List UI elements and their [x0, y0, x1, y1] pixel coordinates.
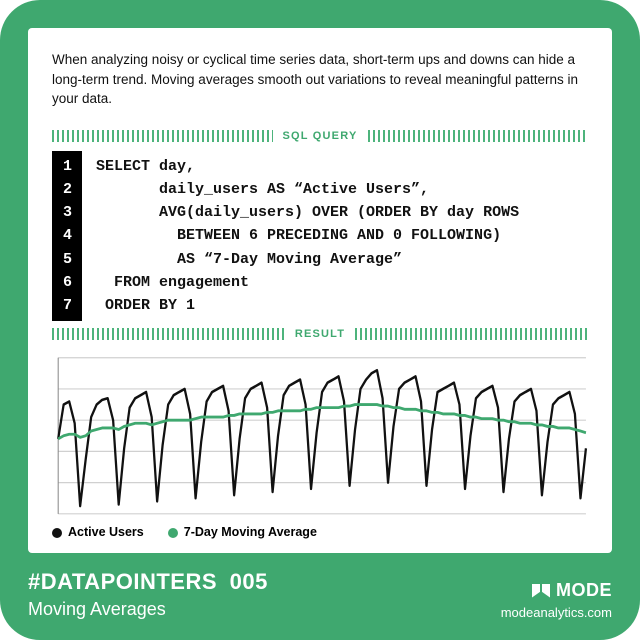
divider-sql-query: SQL QUERY [52, 129, 588, 143]
code-line: SELECT day, [96, 155, 519, 178]
chart-area: Active Users 7-Day Moving Average [52, 353, 588, 539]
code-line: daily_users AS “Active Users”, [96, 178, 519, 201]
divider-label: RESULT [295, 328, 345, 340]
chart-series [58, 371, 586, 507]
result-chart [52, 353, 588, 519]
divider-bars-left [52, 328, 285, 340]
intro-text: When analyzing noisy or cyclical time se… [52, 50, 588, 109]
legend-swatch [52, 528, 62, 538]
chart-legend: Active Users 7-Day Moving Average [52, 525, 588, 539]
brand-name: MODE [556, 580, 612, 601]
code-line: BETWEEN 6 PRECEDING AND 0 FOLLOWING) [96, 224, 519, 247]
chart-series [58, 405, 586, 439]
code-lines: SELECT day, daily_users AS “Active Users… [82, 151, 519, 322]
divider-bars-left [52, 130, 273, 142]
divider-label: SQL QUERY [283, 130, 358, 142]
divider-result: RESULT [52, 327, 588, 341]
footer-title: #DATAPOINTERS 005 [28, 569, 268, 595]
brand-url: modeanalytics.com [501, 605, 612, 620]
hashtag: #DATAPOINTERS [28, 569, 217, 594]
legend-label: Active Users [68, 525, 144, 539]
legend-swatch [168, 528, 178, 538]
brand-mark-icon [532, 584, 550, 598]
line-number-gutter: 1234567 [52, 151, 82, 322]
divider-bars-right [355, 328, 588, 340]
line-number: 2 [60, 178, 72, 201]
footer-brand: MODE modeanalytics.com [501, 580, 612, 620]
code-line: ORDER BY 1 [96, 294, 519, 317]
datapointer-card: When analyzing noisy or cyclical time se… [0, 0, 640, 640]
code-line: FROM engagement [96, 271, 519, 294]
line-number: 3 [60, 201, 72, 224]
line-number: 4 [60, 224, 72, 247]
line-number: 5 [60, 248, 72, 271]
brand-logo: MODE [501, 580, 612, 601]
legend-item: 7-Day Moving Average [168, 525, 317, 539]
code-line: AS “7-Day Moving Average” [96, 248, 519, 271]
legend-item: Active Users [52, 525, 144, 539]
footer-subtitle: Moving Averages [28, 599, 268, 620]
divider-bars-right [368, 130, 589, 142]
footer-left: #DATAPOINTERS 005 Moving Averages [28, 569, 268, 620]
card-footer: #DATAPOINTERS 005 Moving Averages MODE m… [28, 569, 612, 620]
code-line: AVG(daily_users) OVER (ORDER BY day ROWS [96, 201, 519, 224]
sql-code-block: 1234567 SELECT day, daily_users AS “Acti… [52, 151, 588, 322]
issue-number: 005 [230, 569, 268, 594]
legend-label: 7-Day Moving Average [184, 525, 317, 539]
line-number: 1 [60, 155, 72, 178]
line-number: 7 [60, 294, 72, 317]
line-number: 6 [60, 271, 72, 294]
content-panel: When analyzing noisy or cyclical time se… [28, 28, 612, 553]
